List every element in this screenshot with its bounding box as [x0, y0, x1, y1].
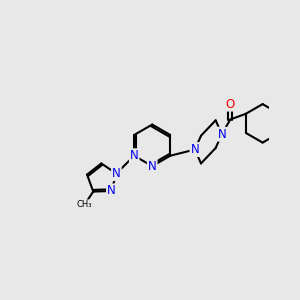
Text: N: N: [148, 160, 157, 172]
Text: N: N: [130, 149, 139, 162]
Text: N: N: [112, 167, 121, 180]
Text: CH₃: CH₃: [77, 200, 92, 209]
Text: N: N: [190, 143, 199, 156]
Text: N: N: [107, 184, 116, 197]
Text: O: O: [226, 98, 235, 111]
Text: N: N: [218, 128, 226, 141]
